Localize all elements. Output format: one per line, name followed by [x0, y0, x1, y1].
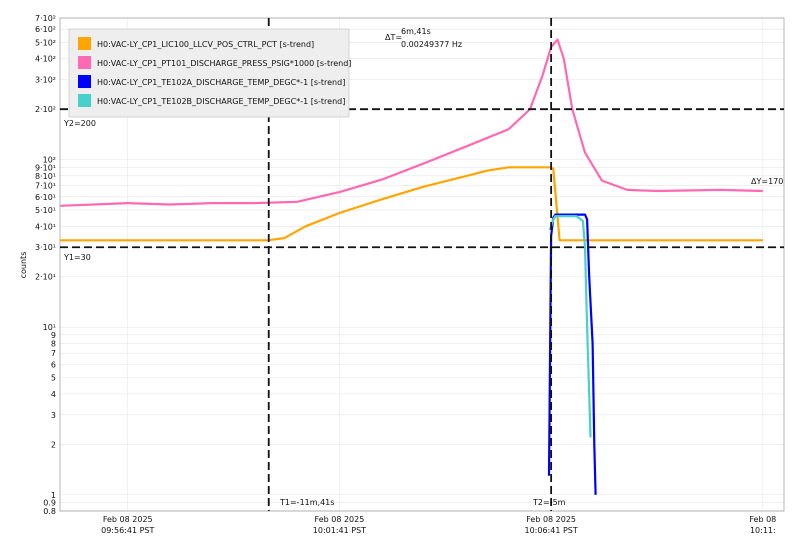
y-tick-label: 7·10² — [35, 14, 56, 23]
x-tick-label-date: Feb 08 — [749, 515, 776, 524]
y-tick-label: 10¹ — [43, 323, 56, 332]
x-tick-label-time: 10:11: — [750, 526, 776, 535]
y-tick-label: 5·10¹ — [35, 206, 56, 215]
legend-swatch-te102b — [78, 94, 91, 107]
y1-label: Y1=30 — [63, 253, 91, 262]
delta-t-frequency: 0.00249377 Hz — [401, 40, 462, 49]
y-tick-label: 2·10² — [35, 105, 56, 114]
y-tick-label: 3·10² — [35, 76, 56, 85]
y-tick-label: 6·10² — [35, 25, 56, 34]
x-tick-label-time: 10:06:41 PST — [525, 526, 578, 535]
y-tick-label: 2 — [51, 440, 56, 449]
annotation-layer: Y2=200 Y1=30 ΔY=170 T1=-11m,41s T2=-5m Δ… — [63, 27, 783, 507]
legend: H0:VAC-LY_CP1_LIC100_LLCV_POS_CTRL_PCT [… — [68, 28, 351, 118]
x-tick-label-date: Feb 08 2025 — [526, 515, 576, 524]
y-tick-label: 9 — [51, 331, 56, 340]
y-axis-ticks: 7·10² 6·10² 5·10² 4·10² 3·10² 2·10² 10²9·10¹8·… — [35, 14, 56, 516]
legend-label-te102a: H0:VAC-LY_CP1_TE102A_DISCHARGE_TEMP_DEGC… — [97, 78, 345, 87]
y-tick-label: 8·10¹ — [35, 172, 56, 181]
legend-label-pt101: H0:VAC-LY_CP1_PT101_DISCHARGE_PRESS_PSIG… — [97, 59, 351, 68]
x-tick-label-time: 09:56:41 PST — [101, 526, 154, 535]
y2-label: Y2=200 — [63, 119, 96, 128]
y-tick-label: 4·10¹ — [35, 222, 56, 231]
x-tick-label-date: Feb 08 2025 — [315, 515, 365, 524]
legend-swatch-pt101 — [78, 56, 91, 69]
y-tick-label: 4·10² — [35, 55, 56, 64]
legend-label-te102b: H0:VAC-LY_CP1_TE102B_DISCHARGE_TEMP_DEGC… — [97, 97, 345, 106]
series-line-lic100 — [60, 166, 763, 242]
y-tick-label: 7·10¹ — [35, 182, 56, 191]
y-tick-label: 6·10¹ — [35, 193, 56, 202]
legend-label-lic100: H0:VAC-LY_CP1_LIC100_LLCV_POS_CTRL_PCT [… — [97, 40, 314, 49]
y-tick-label: 3 — [51, 411, 56, 420]
series-line-te102a — [547, 213, 597, 495]
t2-label: T2=-5m — [532, 498, 566, 507]
y-tick-label: 9·10¹ — [35, 163, 56, 172]
x-tick-label-time: 10:01:41 PST — [313, 526, 366, 535]
x-tick-label-date: Feb 08 2025 — [103, 515, 153, 524]
t1-label: T1=-11m,41s — [279, 498, 334, 507]
plot-frame — [59, 17, 785, 512]
y-tick-label: 5·10² — [35, 38, 56, 47]
y-tick-label: 10² — [43, 156, 56, 165]
y-tick-label: 1 — [51, 491, 56, 500]
y-tick-label: 0.9 — [43, 498, 56, 507]
series-line-te102b — [548, 215, 592, 438]
y-tick-label: 6 — [51, 360, 56, 369]
y-tick-label: 3·10¹ — [35, 243, 56, 252]
y-tick-label: 4 — [51, 390, 56, 399]
delta-y-label: ΔY=170 — [751, 177, 783, 186]
y-tick-label: 0.8 — [43, 507, 56, 516]
y-tick-label: 8 — [51, 339, 56, 348]
delta-t-value: 6m,41s — [401, 27, 431, 36]
y-tick-label: 2·10¹ — [35, 273, 56, 282]
y-axis-label: counts — [19, 252, 28, 279]
delta-t-label: ΔT= — [385, 33, 402, 42]
legend-swatch-lic100 — [78, 37, 91, 50]
y-tick-label: 5 — [51, 374, 56, 383]
x-axis-ticks: Feb 08 2025 09:56:41 PST Feb 08 2025 10:01:… — [101, 515, 776, 535]
legend-swatch-te102a — [78, 75, 91, 88]
legend-box — [68, 28, 350, 118]
y-tick-label: 7 — [51, 349, 56, 358]
